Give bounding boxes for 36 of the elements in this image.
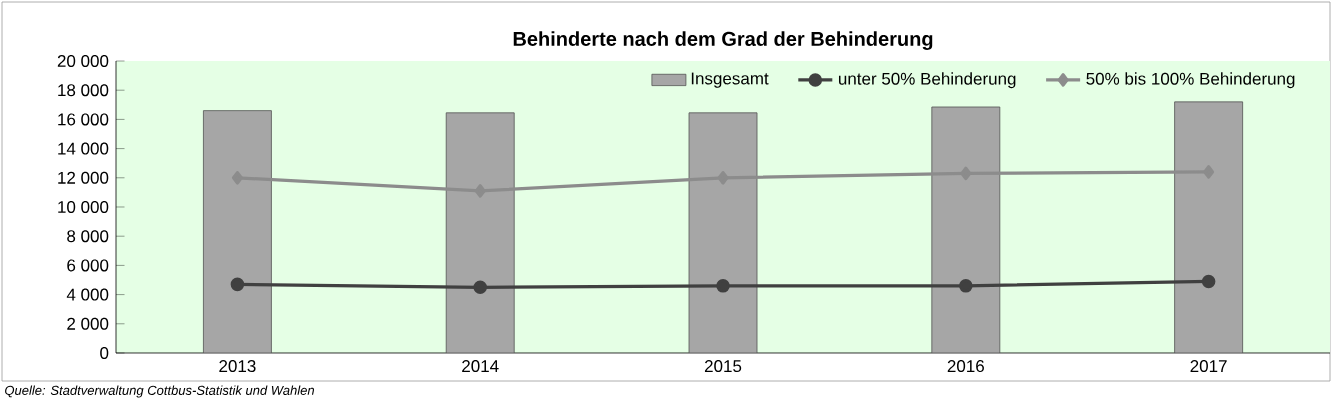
y-tick-label: 14 000 <box>58 142 109 155</box>
legend-label: Insgesamt <box>691 72 769 88</box>
point <box>1201 274 1216 289</box>
y-tick-label: 6 000 <box>67 259 109 272</box>
bar <box>203 110 272 353</box>
source-note: Quelle: Stadtverwaltung Cottbus-Statistik und Wahlen <box>5 385 315 398</box>
y-tick-label: 12 000 <box>58 171 109 184</box>
point <box>474 184 486 198</box>
y-tick-label: 10 000 <box>58 200 109 214</box>
y-tick-label: 2 000 <box>67 317 109 330</box>
point <box>231 171 243 185</box>
x-tick-label: 2016 <box>947 360 984 373</box>
y-tick-label: 18 000 <box>58 84 109 97</box>
y-tick-label: 0 <box>100 346 109 360</box>
x-tick-label: 2014 <box>462 360 499 373</box>
y-tick-label: 16 000 <box>58 113 109 126</box>
point <box>716 279 730 293</box>
point <box>959 279 973 293</box>
point <box>1203 165 1215 179</box>
point <box>473 280 487 295</box>
bar <box>445 112 515 353</box>
x-tick-label: 2017 <box>1190 360 1227 373</box>
point <box>717 171 729 185</box>
chart-title: Behinderte nach dem Grad der Behinderung <box>513 31 933 51</box>
y-tick-label: 20 000 <box>57 54 109 68</box>
point <box>960 166 972 181</box>
bar <box>1174 101 1244 353</box>
x-tick-label: 2015 <box>704 360 742 373</box>
y-tick-label: 8 000 <box>67 230 109 243</box>
x-tick-label: 2013 <box>219 360 256 373</box>
legend-label: unter 50% Behinderung <box>838 72 1016 89</box>
bar <box>688 112 758 353</box>
y-tick-label: 4 000 <box>66 288 109 301</box>
point <box>230 277 245 292</box>
legend-label: 50% bis 100% Behinderung <box>1086 72 1295 89</box>
bar <box>931 106 1001 353</box>
